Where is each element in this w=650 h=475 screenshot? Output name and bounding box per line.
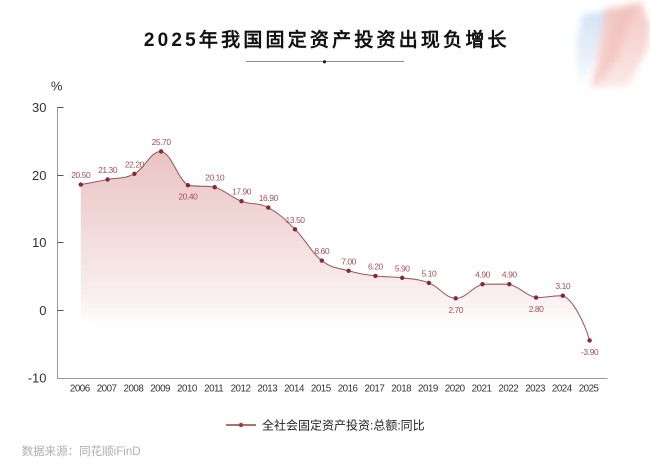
svg-text:5.10: 5.10 (422, 268, 437, 278)
svg-text:2017: 2017 (365, 383, 385, 394)
svg-text:20.40: 20.40 (178, 192, 198, 202)
svg-text:数据来源：同花顺iFinD: 数据来源：同花顺iFinD (22, 444, 141, 458)
svg-text:2015: 2015 (311, 383, 332, 394)
svg-text:2011: 2011 (204, 383, 223, 394)
svg-text:2010: 2010 (177, 383, 198, 394)
svg-text:4.90: 4.90 (475, 270, 490, 280)
svg-text:3.10: 3.10 (555, 281, 570, 291)
svg-text:6.20: 6.20 (368, 261, 383, 271)
svg-text:2023: 2023 (525, 383, 546, 394)
svg-text:16.90: 16.90 (259, 193, 279, 203)
svg-text:%: % (51, 78, 63, 93)
svg-text:22.20: 22.20 (125, 159, 145, 169)
svg-text:2016: 2016 (338, 383, 359, 394)
svg-text:2.80: 2.80 (529, 304, 544, 314)
svg-text:20.50: 20.50 (71, 170, 91, 180)
svg-text:25.70: 25.70 (152, 137, 172, 147)
svg-text:2025年我国固定资产投资出现负增长: 2025年我国固定资产投资出现负增长 (144, 28, 510, 51)
svg-text:8.60: 8.60 (314, 246, 329, 256)
svg-text:2025: 2025 (579, 383, 600, 394)
svg-text:2021: 2021 (472, 383, 492, 394)
svg-text:2019: 2019 (418, 383, 438, 394)
svg-text:0: 0 (39, 303, 46, 318)
svg-text:2008: 2008 (124, 383, 145, 394)
svg-text:2009: 2009 (150, 383, 170, 394)
svg-text:20: 20 (32, 168, 46, 183)
svg-text:10: 10 (32, 235, 46, 250)
svg-text:21.30: 21.30 (98, 165, 118, 175)
svg-text:30: 30 (32, 100, 46, 115)
svg-text:2007: 2007 (97, 383, 117, 394)
svg-text:-3.90: -3.90 (581, 347, 599, 357)
svg-text:2013: 2013 (257, 383, 278, 394)
svg-text:2014: 2014 (284, 383, 305, 394)
svg-text:2.70: 2.70 (448, 305, 463, 315)
svg-text:2018: 2018 (391, 383, 412, 394)
svg-text:全社会固定资产投资:总额:同比: 全社会固定资产投资:总额:同比 (262, 417, 425, 432)
svg-text:5.90: 5.90 (395, 263, 410, 273)
svg-text:7.00: 7.00 (341, 256, 356, 266)
svg-text:2012: 2012 (231, 383, 251, 394)
svg-text:2024: 2024 (552, 383, 573, 394)
svg-text:17.90: 17.90 (232, 187, 252, 197)
svg-text:2006: 2006 (70, 383, 91, 394)
svg-text:20.10: 20.10 (205, 173, 225, 183)
svg-text:4.90: 4.90 (502, 270, 517, 280)
svg-text:13.50: 13.50 (285, 215, 305, 225)
svg-text:2022: 2022 (498, 383, 518, 394)
svg-text:-10: -10 (28, 371, 47, 386)
svg-text:2020: 2020 (445, 383, 466, 394)
